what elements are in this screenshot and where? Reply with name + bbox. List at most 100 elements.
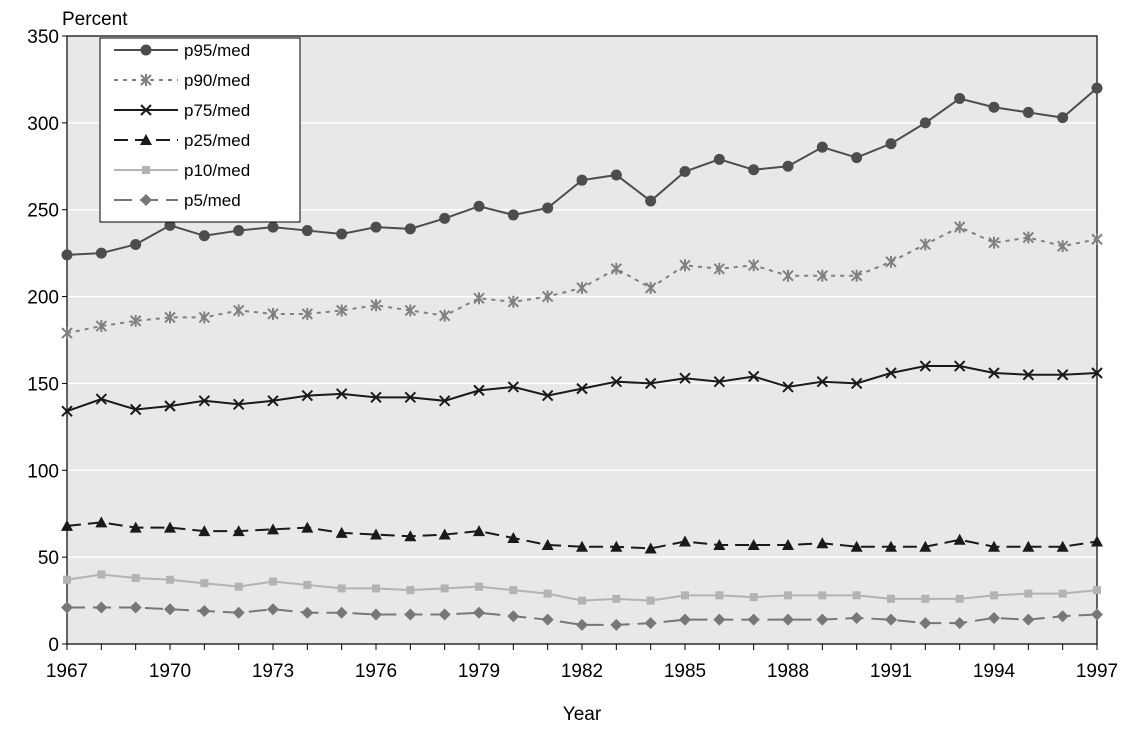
- legend-marker: [140, 74, 152, 86]
- data-point: [95, 393, 108, 405]
- data-point: [713, 262, 726, 275]
- data-point: [336, 228, 348, 240]
- data-point: [267, 307, 279, 320]
- data-point: [438, 395, 451, 407]
- y-tick-label: 350: [27, 27, 59, 48]
- data-point: [543, 589, 552, 598]
- data-point: [267, 221, 279, 233]
- data-point: [953, 617, 966, 630]
- data-point: [370, 528, 382, 540]
- data-point: [1056, 369, 1069, 381]
- legend-label: p10/med: [184, 161, 250, 180]
- data-point: [404, 608, 417, 621]
- data-point: [232, 398, 245, 410]
- data-point: [439, 212, 451, 224]
- data-point: [988, 540, 1000, 552]
- series-p90-med: [61, 221, 1103, 340]
- data-point: [679, 259, 691, 272]
- data-point: [129, 314, 142, 327]
- data-point: [440, 584, 449, 593]
- data-point: [473, 200, 485, 212]
- data-point: [953, 533, 966, 545]
- data-point: [337, 584, 346, 593]
- x-tick-label: 1985: [664, 661, 706, 682]
- y-tick-label: 100: [27, 461, 59, 482]
- data-point: [782, 381, 794, 393]
- y-tick-label: 150: [27, 374, 59, 395]
- data-point: [129, 521, 142, 533]
- data-point: [267, 603, 279, 616]
- data-point: [953, 360, 966, 372]
- data-point: [782, 269, 794, 282]
- data-point: [475, 582, 483, 591]
- data-point: [473, 384, 485, 397]
- data-point: [850, 377, 863, 390]
- data-point: [61, 519, 73, 531]
- data-point: [335, 304, 348, 317]
- data-point: [164, 311, 176, 324]
- data-point: [301, 225, 313, 237]
- data-point: [61, 405, 73, 417]
- data-point: [816, 375, 829, 388]
- y-tick-label: 0: [48, 635, 59, 656]
- series-layer: [61, 82, 1103, 631]
- x-tick-label: 1979: [458, 661, 500, 682]
- data-point: [1022, 540, 1035, 552]
- data-point: [818, 591, 827, 600]
- data-point: [782, 160, 794, 172]
- data-point: [850, 611, 863, 624]
- data-point: [747, 370, 760, 383]
- legend-label: p5/med: [184, 191, 241, 210]
- data-point: [645, 195, 657, 207]
- data-point: [988, 101, 1000, 113]
- data-point: [61, 327, 73, 340]
- data-point: [129, 403, 142, 416]
- data-point: [919, 617, 932, 630]
- data-point: [1022, 613, 1035, 626]
- data-point: [646, 596, 655, 605]
- data-point: [1056, 540, 1069, 552]
- data-point: [267, 523, 279, 535]
- data-point: [370, 221, 382, 233]
- data-point: [473, 292, 485, 305]
- legend-item: p25/med: [114, 131, 250, 150]
- data-point: [990, 591, 998, 600]
- data-point: [507, 610, 520, 623]
- data-point: [1091, 608, 1103, 621]
- series-p95-med: [61, 82, 1103, 261]
- data-point: [335, 526, 348, 538]
- data-point: [921, 594, 930, 603]
- series-p75-med: [61, 360, 1103, 417]
- data-point: [97, 570, 106, 579]
- data-point: [713, 375, 726, 388]
- data-point: [198, 395, 211, 407]
- data-point: [816, 141, 828, 153]
- data-point: [164, 400, 176, 412]
- data-point: [885, 255, 897, 268]
- data-point: [473, 606, 485, 619]
- legend-label: p90/med: [184, 71, 250, 90]
- x-tick-label: 1967: [46, 661, 88, 682]
- data-point: [681, 591, 689, 600]
- legend-marker: [140, 44, 152, 56]
- data-point: [131, 573, 140, 582]
- legend-item: p90/med: [114, 71, 250, 90]
- data-point: [644, 542, 657, 554]
- data-point: [269, 577, 277, 586]
- data-point: [301, 389, 314, 402]
- x-tick-label: 1997: [1076, 661, 1118, 682]
- data-point: [784, 591, 792, 600]
- legend-item: p5/med: [114, 191, 241, 210]
- data-point: [748, 164, 760, 176]
- data-point: [438, 608, 451, 621]
- legend-label: p25/med: [184, 131, 250, 150]
- data-point: [816, 269, 829, 282]
- data-point: [404, 304, 417, 317]
- data-point: [541, 290, 554, 303]
- data-point: [198, 525, 211, 537]
- data-point: [782, 538, 794, 550]
- x-tick-label: 1976: [355, 661, 397, 682]
- legend-item: p10/med: [114, 161, 250, 180]
- data-point: [301, 521, 314, 533]
- data-point: [507, 381, 520, 393]
